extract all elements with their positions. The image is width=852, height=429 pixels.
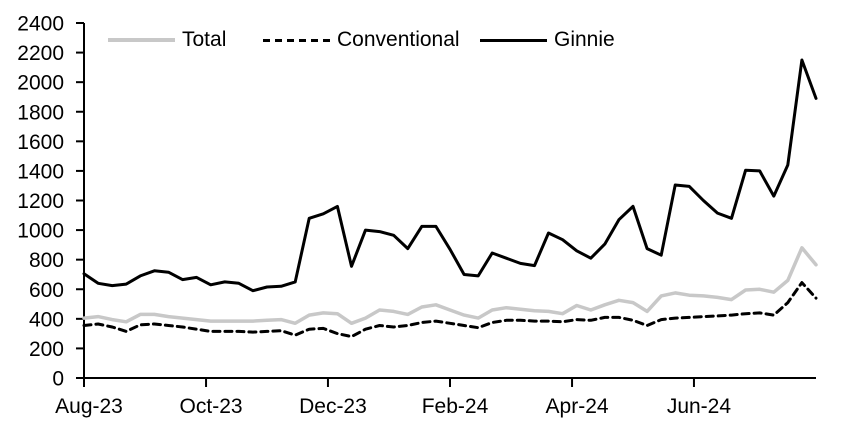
series-line-conventional [82,281,818,339]
y-tick-label: 2200 [17,42,64,65]
legend-item-total: Total [108,28,226,52]
x-tick-label: Feb-24 [422,395,489,418]
y-tick-label: 400 [29,308,64,331]
series-line-ginnie [82,58,818,293]
conventional-line-swatch-icon [263,38,330,42]
legend-label-total: Total [182,28,227,51]
y-tick-label: 1800 [17,101,64,124]
ginnie-line-swatch-icon [480,38,547,42]
y-tick-label: 2000 [17,72,64,95]
legend-label-ginnie: Ginnie [554,28,615,51]
x-tick-label: Aug-23 [55,395,123,418]
y-tick-label: 1200 [17,190,64,213]
y-tick-label: 1400 [17,160,64,183]
y-tick-label: 1000 [17,220,64,243]
legend: Total Conventional Ginnie [0,0,852,60]
y-tick-label: 800 [29,249,64,272]
total-line-swatch-icon [108,38,175,42]
series-line-total [82,246,818,326]
x-tick-label: Oct-23 [180,395,243,418]
x-tick-label: Jun-24 [667,395,732,418]
y-tick-label: 600 [29,279,64,302]
legend-item-conventional: Conventional [263,28,460,52]
y-tick-label: 0 [52,368,64,391]
x-tick-label: Dec-23 [299,395,367,418]
y-tick-label: 200 [29,338,64,361]
legend-item-ginnie: Ginnie [480,28,615,52]
y-tick-label: 2400 [17,13,64,36]
x-tick-label: Apr-24 [546,395,609,418]
y-tick-label: 1600 [17,131,64,154]
legend-label-conventional: Conventional [337,28,460,51]
